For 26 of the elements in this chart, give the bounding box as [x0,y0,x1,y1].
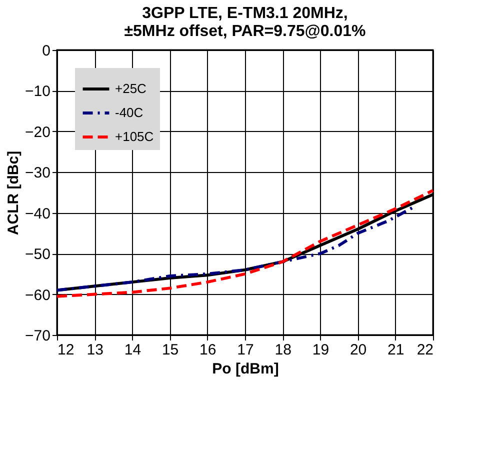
y-tick-label: −40 [25,205,50,222]
y-axis-title: ACLR [dBc] [5,150,22,236]
x-tick-label: 13 [86,342,104,358]
text: 3GPP LTE, E-TM3.1 20MHz, [142,5,348,22]
x-tick-label: 19 [312,342,330,358]
x-tick-label: 17 [237,342,254,358]
x-tick-label: 22 [416,342,434,358]
y-tick-label: −60 [25,286,50,304]
x-tick-label: 14 [124,342,142,358]
x-tick-label: 18 [274,342,292,358]
y-tick-label: −20 [25,124,50,141]
y-tick-label: 0 [42,42,50,60]
legend-label: -40C [115,105,144,120]
y-tick-label: −70 [25,328,50,344]
y-tick-label: −30 [25,164,50,182]
text: ±5MHz offset, PAR=9.75@0.01% [124,23,366,40]
y-tick-label: −50 [25,246,50,264]
x-tick-label: 20 [350,342,367,358]
x-tick-label: 12 [58,342,74,358]
legend-label: +105C [115,129,154,144]
legend-label: +25C [115,81,146,96]
x-tick-label: 21 [388,342,404,358]
y-tick-label: −10 [25,83,50,100]
x-tick-label: 15 [162,342,179,358]
x-axis-title: Po [dBm] [212,360,279,378]
x-tick-label: 16 [200,342,216,358]
